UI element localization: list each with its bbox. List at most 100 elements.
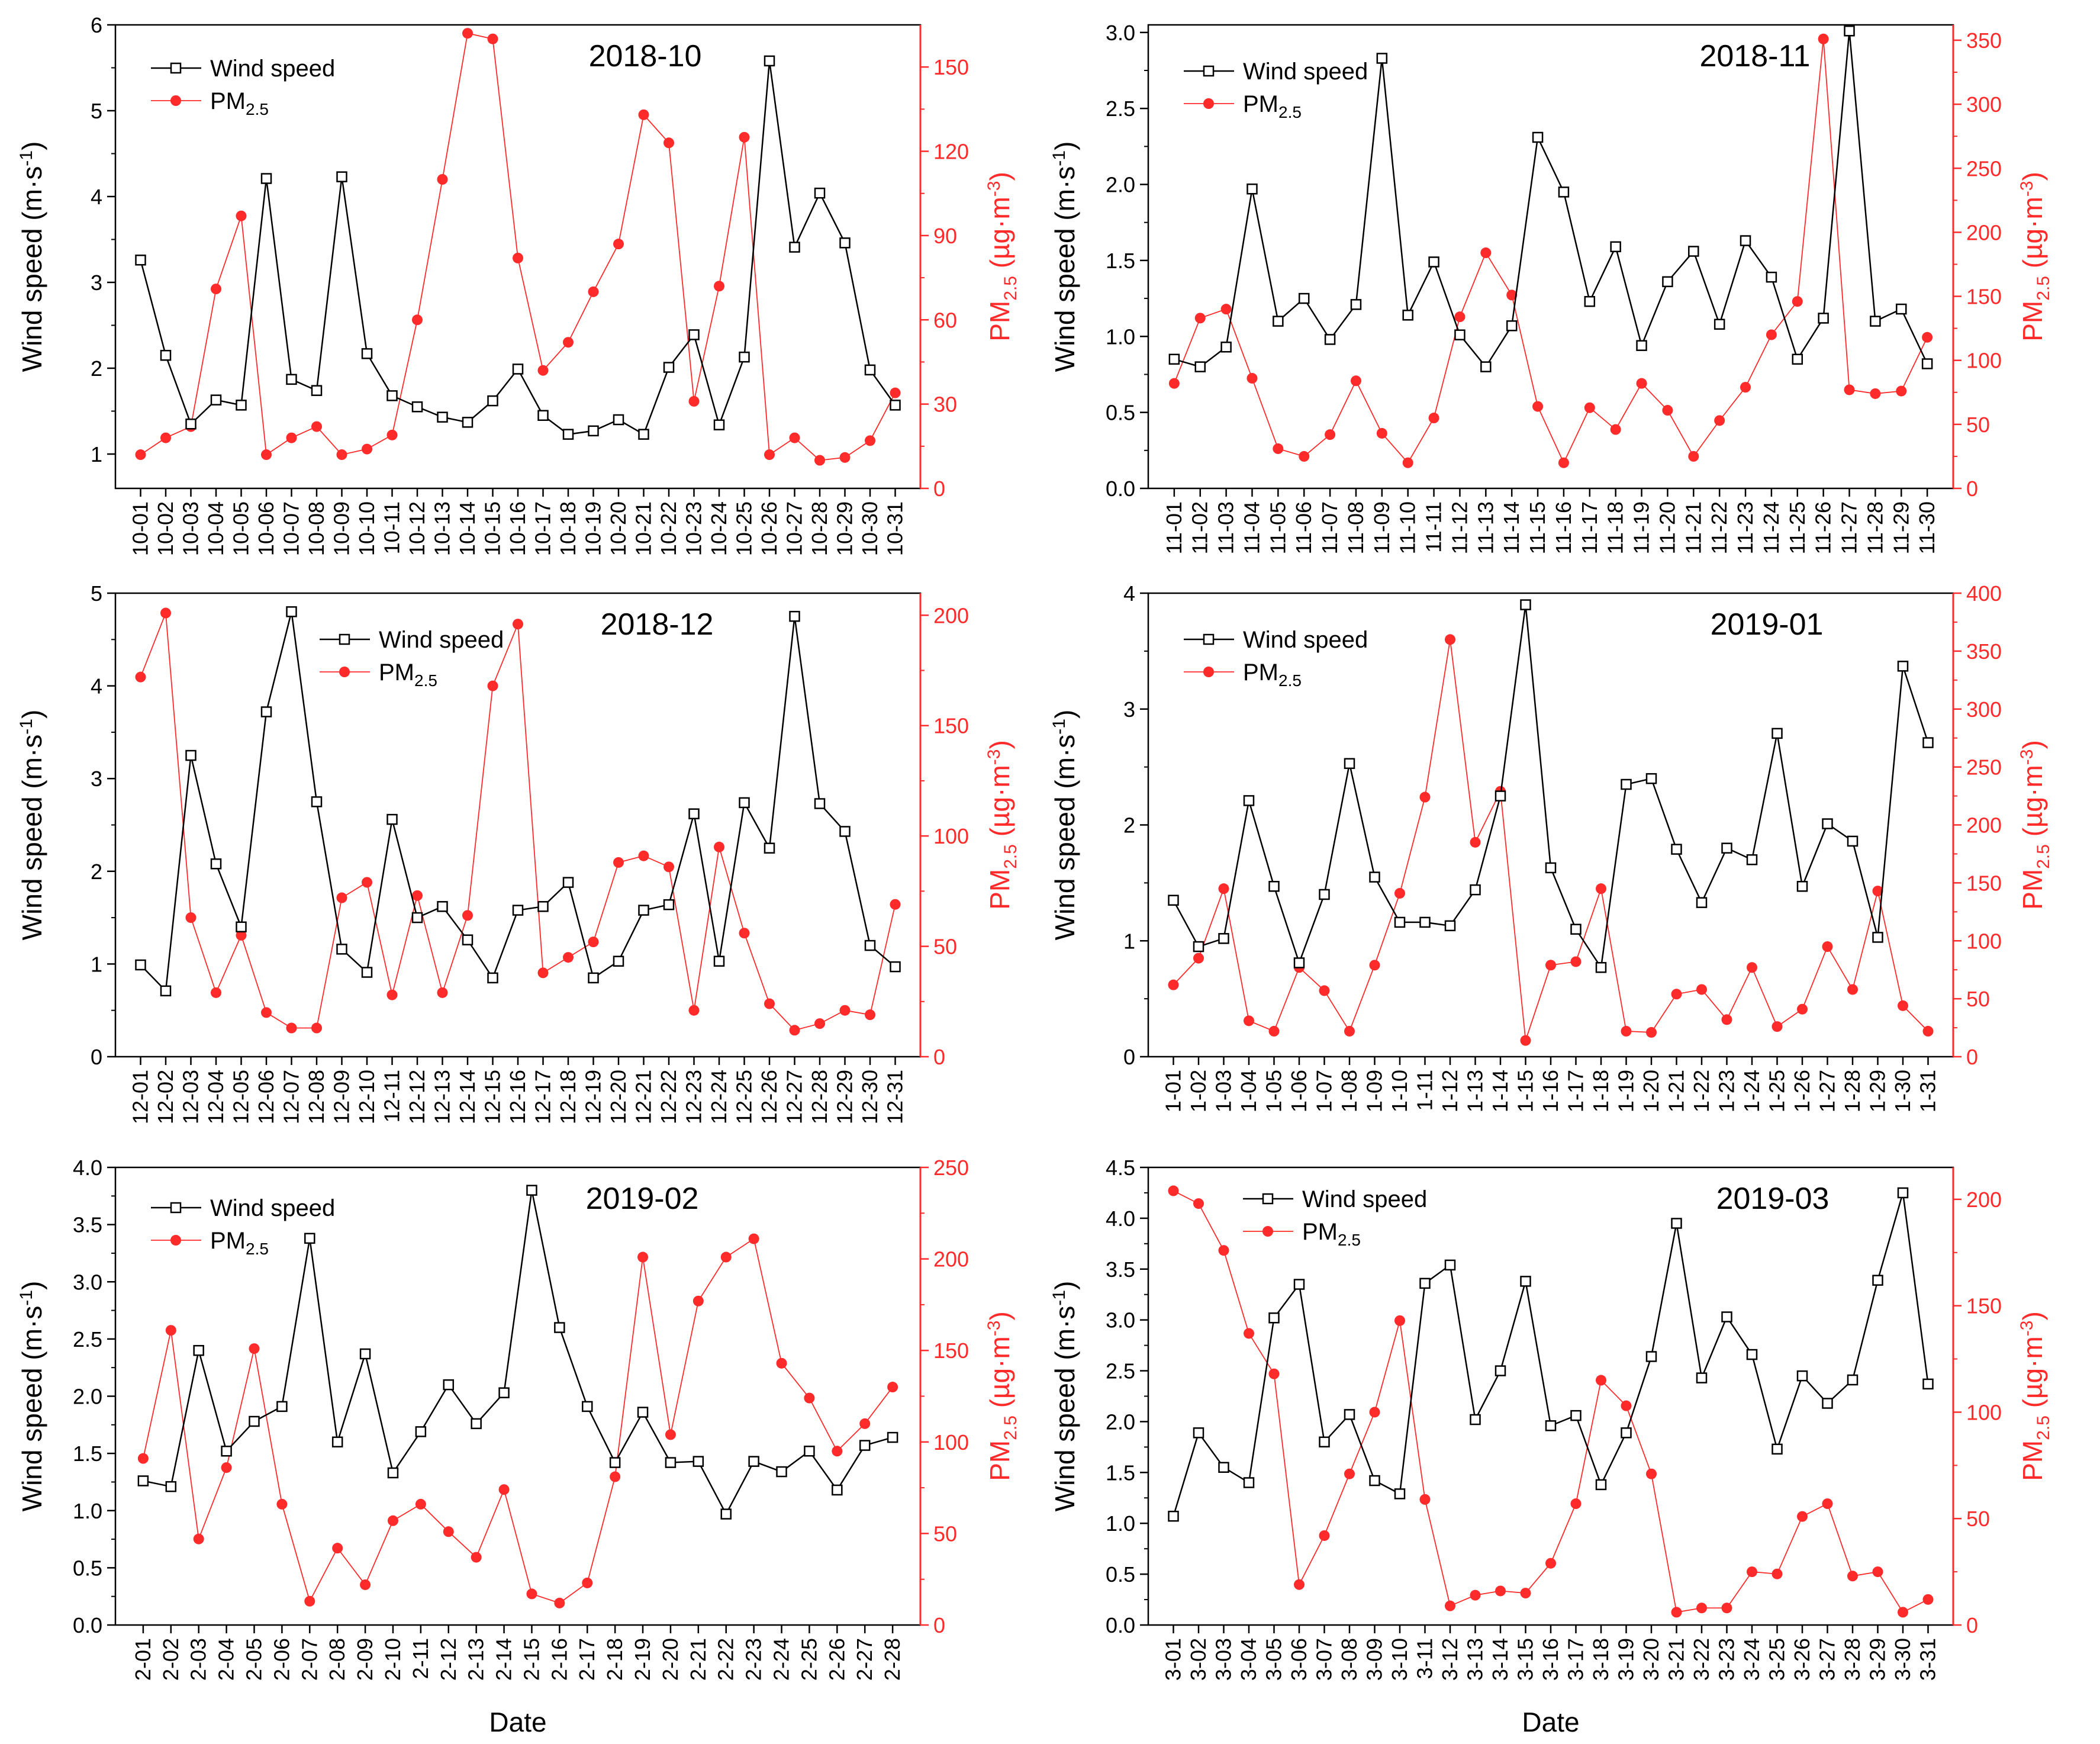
pm25-point [193, 1533, 204, 1544]
wind-point [1506, 320, 1518, 332]
wind-point [210, 858, 222, 870]
pm25-point [1922, 1594, 1934, 1605]
left-y-tick-label: 2.0 [1106, 1410, 1135, 1434]
x-tick-label: 11-24 [1759, 501, 1783, 554]
wind-point [526, 1185, 537, 1196]
pm25-point [688, 1005, 700, 1016]
pm25-point [412, 890, 423, 901]
pm25-series-line [143, 1238, 893, 1604]
left-y-tick-label: 3.5 [73, 1213, 102, 1237]
pm25-point [513, 252, 523, 263]
wind-point [210, 394, 222, 406]
pm25-point [1480, 247, 1492, 259]
x-tick-label: 3-29 [1866, 1638, 1890, 1681]
pm25-point [693, 1295, 704, 1307]
legend-wind-label: Wind speed [1243, 627, 1368, 653]
left-y-tick-label: 4.0 [1106, 1206, 1135, 1231]
pm25-point [1247, 372, 1258, 384]
x-tick-label: 2-10 [381, 1638, 405, 1681]
right-y-tick-label: 300 [1966, 92, 2002, 117]
x-tick-label: 12-05 [229, 1070, 253, 1124]
pm25-point [1621, 1400, 1632, 1411]
pm25-point [1847, 984, 1858, 995]
x-tick-label: 11-11 [1422, 501, 1446, 553]
wind-point [512, 905, 524, 916]
wind-point [236, 400, 247, 411]
x-tick-label: 3-09 [1363, 1638, 1387, 1681]
pm25-point [1419, 791, 1431, 803]
wind-point [276, 1401, 288, 1412]
left-y-tick-label: 2.0 [73, 1385, 102, 1409]
pm25-point [1369, 1407, 1380, 1418]
pm25-point [814, 455, 825, 466]
pm25-point [1596, 1375, 1606, 1386]
x-tick-label: 10-02 [153, 501, 178, 556]
x-tick-label: 12-31 [883, 1070, 907, 1124]
pm25-point [1218, 883, 1229, 894]
x-tick-label: 11-23 [1733, 501, 1757, 554]
wind-point [437, 411, 448, 423]
pm25-point [1696, 984, 1707, 995]
x-tick-label: 1-02 [1186, 1070, 1210, 1112]
x-tick-label: 2-26 [824, 1638, 849, 1681]
legend-pm-marker [1262, 1226, 1273, 1237]
pm25-point [160, 607, 171, 619]
pm25-point [1273, 443, 1284, 454]
wind-point [498, 1387, 510, 1398]
right-y-tick-label: 50 [933, 1521, 957, 1546]
wind-point [864, 939, 876, 951]
right-y-tick-label: 90 [933, 224, 957, 248]
x-tick-label: 2-25 [797, 1638, 821, 1681]
left-y-tick-label: 2.5 [1106, 1359, 1135, 1383]
wind-point [1319, 1436, 1330, 1448]
pm25-point [839, 1005, 851, 1016]
pm25-point [832, 1446, 843, 1457]
wind-point [1324, 334, 1336, 345]
x-tick-label: 3-27 [1815, 1638, 1840, 1681]
wind-point [411, 401, 423, 413]
wind-point [1168, 894, 1179, 906]
wind-point [387, 1467, 399, 1479]
pm25-point [1394, 1315, 1405, 1326]
x-tick-label: 3-25 [1765, 1638, 1789, 1681]
pm25-point [362, 877, 372, 888]
wind-point [748, 1456, 759, 1467]
pm25-point [859, 1418, 871, 1429]
pm25-point [1294, 1579, 1305, 1590]
wind-series-line [143, 1190, 893, 1516]
wind-point [1772, 728, 1783, 739]
x-tick-label: 1-20 [1639, 1070, 1663, 1112]
pm25-point [387, 1515, 398, 1526]
wind-point [1772, 1443, 1783, 1455]
wind-point [512, 363, 524, 375]
chart-legend: Wind speed PM2.5 [320, 627, 504, 690]
pm25-point [221, 1462, 232, 1473]
right-y-tick-label: 250 [933, 1156, 969, 1180]
x-tick-label: 1-30 [1890, 1070, 1915, 1112]
wind-point [693, 1456, 704, 1467]
pm25-point [1470, 836, 1481, 848]
wind-series-line [140, 612, 896, 993]
pm25-point [336, 892, 347, 903]
pm25-point [487, 680, 498, 691]
x-tick-label: 2-11 [408, 1638, 433, 1679]
pm25-point [443, 1526, 454, 1537]
chart-legend: Wind speed PM2.5 [151, 1195, 335, 1258]
left-y-tick-label: 3.0 [1106, 21, 1135, 45]
wind-point [1897, 1187, 1909, 1199]
x-tick-label: 11-07 [1318, 501, 1342, 554]
x-tick-label: 11-14 [1499, 501, 1524, 554]
chart-title: 2019-01 [1711, 607, 1824, 642]
wind-point [1595, 962, 1607, 973]
pm25-point [1470, 1589, 1481, 1601]
x-tick-label: 12-12 [405, 1070, 429, 1124]
pm25-point [563, 337, 574, 348]
x-tick-label: 11-16 [1551, 501, 1576, 554]
x-tick-label: 2-14 [492, 1638, 516, 1681]
x-tick-label: 2-09 [353, 1638, 377, 1681]
wind-point [537, 410, 549, 421]
wind-point [1480, 361, 1492, 372]
pm25-point [1369, 960, 1380, 971]
wind-point [1532, 131, 1544, 143]
